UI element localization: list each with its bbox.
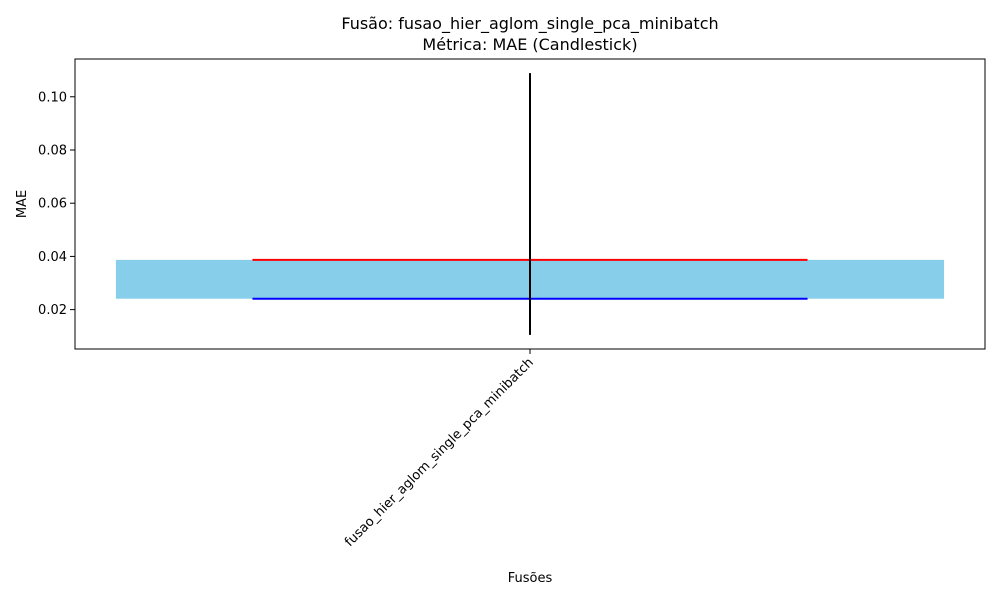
x-axis-label: Fusões <box>508 571 553 586</box>
y-tick-label: 0.02 <box>38 303 67 318</box>
chart-title-line1: Fusão: fusao_hier_aglom_single_pca_minib… <box>341 14 718 34</box>
y-tick-label: 0.10 <box>38 90 67 105</box>
chart-title-line2: Métrica: MAE (Candlestick) <box>422 35 637 54</box>
y-tick-label: 0.08 <box>38 143 67 158</box>
plot-area <box>115 73 945 335</box>
y-axis-label: MAE <box>15 190 30 218</box>
x-tick-label: fusao_hier_aglom_single_pca_minibatch <box>342 355 537 550</box>
y-tick-label: 0.04 <box>38 250 67 265</box>
y-tick-label: 0.06 <box>38 197 67 212</box>
